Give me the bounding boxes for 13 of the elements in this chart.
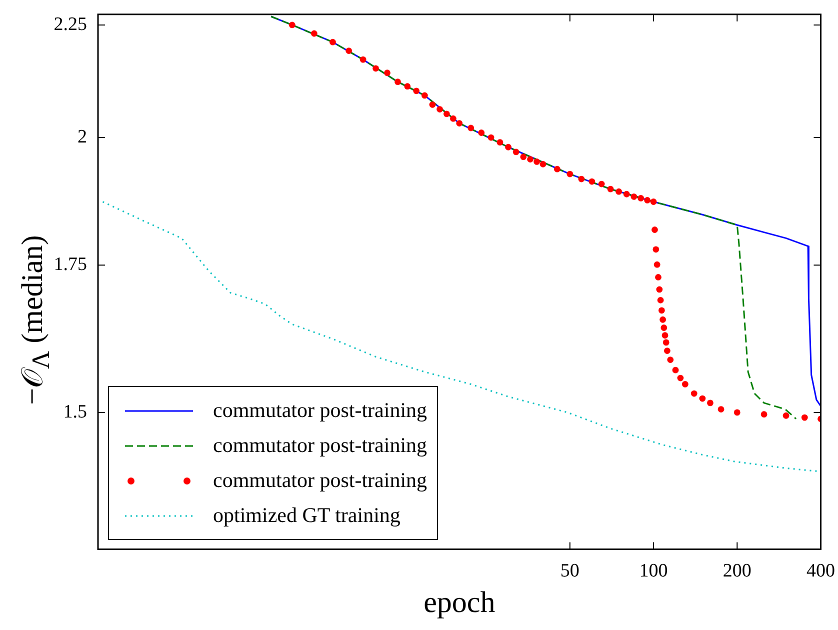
x-axis-title: epoch [424, 586, 496, 619]
x-tick-label: 50 [560, 560, 580, 582]
y-tick-label: 2.25 [54, 14, 87, 35]
y-tick-label: 2 [78, 126, 87, 148]
x-tick-label: 200 [722, 560, 752, 582]
legend-label: optimized GT training [213, 503, 400, 528]
legend-label: commutator post-training [213, 468, 428, 493]
x-tick-label: 100 [639, 560, 668, 582]
y-tick-label: 1.75 [54, 254, 87, 276]
legend-label: commutator post-training [213, 433, 428, 458]
legend-label: commutator post-training [213, 398, 428, 423]
x-tick-label: 400 [806, 560, 835, 582]
y-tick-label: 1.5 [63, 401, 87, 422]
